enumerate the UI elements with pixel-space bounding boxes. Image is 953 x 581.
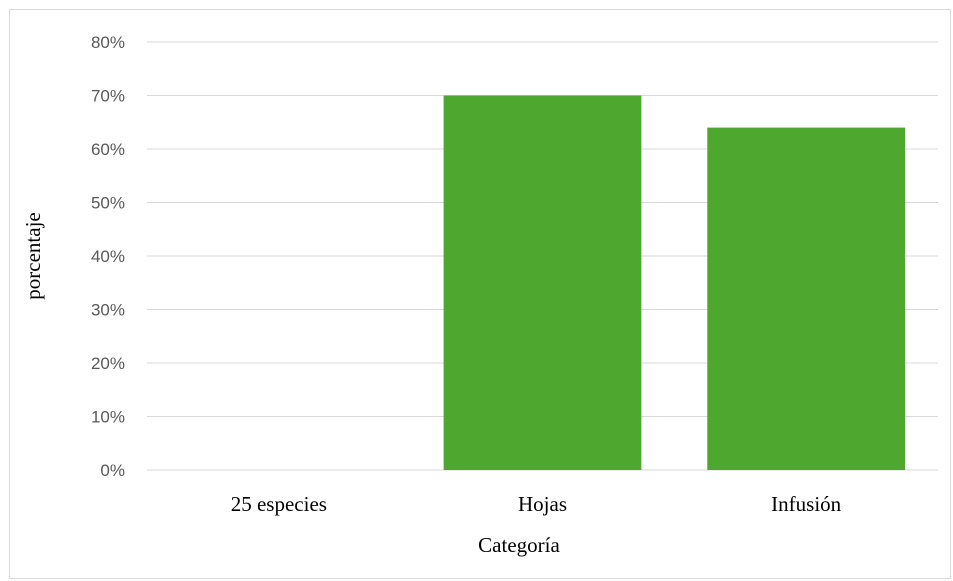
y-tick-label: 0% (100, 461, 125, 480)
bars (443, 95, 906, 470)
y-tick-label: 50% (91, 194, 125, 213)
y-tick-label: 80% (91, 33, 125, 52)
x-tick-label: 25 especies (231, 492, 327, 516)
bar-1 (443, 95, 642, 470)
x-tick-label: Infusión (771, 492, 841, 516)
x-axis-title: Categoría (478, 533, 560, 557)
y-tick-label: 70% (91, 87, 125, 106)
x-tick-label: Hojas (518, 492, 567, 516)
bar-2 (707, 127, 906, 470)
y-tick-label: 20% (91, 354, 125, 373)
y-tick-label: 10% (91, 408, 125, 427)
y-tick-label: 30% (91, 301, 125, 320)
y-tick-label: 60% (91, 140, 125, 159)
y-tick-label: 40% (91, 247, 125, 266)
x-tick-labels: 25 especies Hojas Infusión (231, 492, 842, 516)
y-tick-labels: 0% 10% 20% 30% 40% 50% 60% 70% 80% (91, 33, 125, 480)
y-axis-title: porcentaje (21, 212, 45, 299)
